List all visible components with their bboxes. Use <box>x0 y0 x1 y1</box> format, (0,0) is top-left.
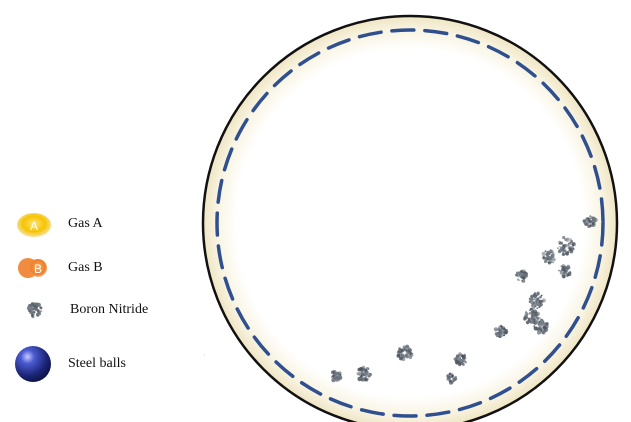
gas-b-icon: B <box>18 258 47 278</box>
milling-vessel <box>203 16 617 422</box>
boron-nitride-cluster <box>27 302 43 318</box>
legend-label-steel-balls: Steel balls <box>68 356 126 372</box>
steel-ball-icon <box>15 346 51 382</box>
legend-label-boron-nitride: Boron Nitride <box>70 302 148 318</box>
legend-label-gas-b: Gas B <box>68 260 103 276</box>
legend-label-gas-a: Gas A <box>68 216 103 232</box>
vessel-wall <box>203 16 617 422</box>
boron-nitride-icon <box>27 302 43 318</box>
svg-text:A: A <box>30 219 38 233</box>
gas-a-icon: A <box>17 213 51 237</box>
svg-text:B: B <box>34 262 42 276</box>
svg-text:·: · <box>203 351 206 360</box>
